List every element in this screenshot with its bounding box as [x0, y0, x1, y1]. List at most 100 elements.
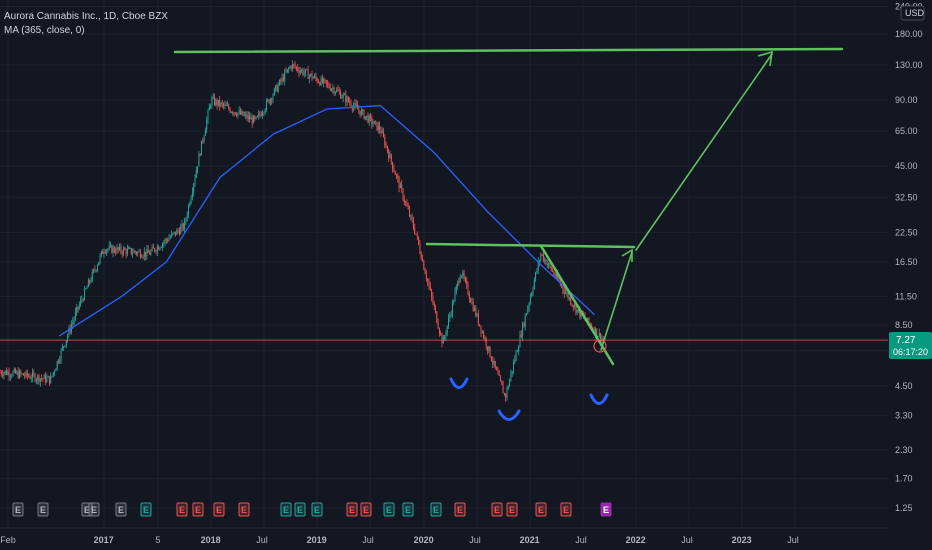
earnings-marker[interactable]: E	[346, 502, 358, 517]
earnings-marker[interactable]: E	[360, 502, 372, 517]
candle-body	[50, 376, 52, 384]
earnings-marker-label: E	[349, 505, 355, 515]
smile-left[interactable]	[449, 377, 469, 389]
candle-body	[373, 121, 375, 124]
candle-body	[464, 278, 466, 281]
candle-body	[258, 113, 260, 116]
candle-body	[228, 105, 230, 109]
currency-label[interactable]: USD	[900, 5, 925, 21]
candle-body	[225, 104, 227, 106]
time-axis[interactable]: Feb 2017 5 2018 Jul 2019 Jul 2020 Jul 2021 Jul 2022…	[0, 535, 799, 545]
indicator-legend[interactable]: MA (365, close, 0)	[4, 25, 85, 36]
candle-body	[533, 280, 535, 289]
candle-body	[319, 82, 321, 86]
candle-body	[467, 284, 469, 295]
earnings-marker[interactable]: E	[88, 502, 100, 517]
earnings-marker-label: E	[563, 505, 569, 515]
earnings-marker-box	[491, 502, 503, 517]
candle-body	[46, 377, 48, 382]
smile-right[interactable]	[589, 393, 609, 405]
earnings-marker-box	[192, 502, 204, 517]
candle-body	[13, 369, 15, 372]
earnings-marker[interactable]: E	[12, 502, 24, 517]
candle-body	[280, 80, 282, 82]
candle-body	[17, 371, 19, 378]
price-tick-label: 8.50	[895, 320, 913, 330]
candle-body	[301, 69, 303, 71]
candle-body	[494, 361, 496, 368]
resistance-line-top[interactable]	[173, 47, 844, 54]
earnings-marker[interactable]: E	[37, 502, 49, 517]
earnings-marker-label: E	[538, 505, 544, 515]
candle-body	[433, 303, 435, 307]
candle-body	[549, 263, 551, 267]
candle-body	[375, 121, 377, 123]
earnings-marker[interactable]: E	[402, 502, 414, 517]
currency-text: USD	[905, 8, 925, 18]
earnings-marker[interactable]: E	[311, 502, 323, 517]
earnings-marker[interactable]: E	[238, 502, 250, 517]
candle-body	[208, 106, 210, 111]
earnings-marker[interactable]: E	[280, 502, 292, 517]
candle-body	[178, 230, 180, 234]
current-price-circle[interactable]	[593, 339, 607, 353]
candle-body	[368, 115, 370, 123]
projection-arrow-2[interactable]	[635, 53, 773, 251]
earnings-marker[interactable]: E	[176, 502, 188, 517]
candle-body	[128, 248, 130, 249]
candle-body	[490, 356, 492, 361]
candle-body	[91, 271, 93, 281]
earnings-marker[interactable]: E	[115, 502, 127, 517]
earnings-marker[interactable]: E	[506, 502, 518, 517]
earnings-marker[interactable]: E	[294, 502, 306, 517]
candle-body	[298, 70, 300, 73]
earnings-marker[interactable]: E	[600, 502, 612, 517]
candle-body	[145, 251, 147, 257]
earnings-marker[interactable]: E	[560, 502, 572, 517]
last-price-badge[interactable]: 7.27 06:17:20	[889, 332, 932, 359]
candle-body	[42, 378, 44, 380]
time-axis-panel[interactable]	[0, 528, 888, 550]
earnings-marker[interactable]: E	[454, 502, 466, 517]
earnings-marker[interactable]: E	[535, 502, 547, 517]
candle-body	[268, 99, 270, 104]
candle-body	[254, 116, 256, 119]
candle-body	[72, 321, 74, 325]
earnings-marker[interactable]: E	[213, 502, 225, 517]
smile-head[interactable]	[497, 409, 521, 421]
earnings-marker[interactable]: E	[383, 502, 395, 517]
candle-body	[438, 328, 440, 333]
candle-body	[35, 379, 37, 382]
arrowhead-2	[757, 50, 773, 67]
drawings[interactable]	[173, 47, 844, 421]
earnings-marker-box	[402, 502, 414, 517]
earnings-marker[interactable]: E	[140, 502, 152, 517]
price-axis-panel[interactable]	[888, 0, 932, 550]
downtrend-line[interactable]	[539, 244, 615, 366]
earnings-marker[interactable]: E	[192, 502, 204, 517]
candle-body	[175, 231, 176, 235]
candle-body	[147, 249, 149, 253]
candle-body	[553, 271, 555, 275]
earnings-marker[interactable]: E	[430, 502, 442, 517]
candle-body	[199, 154, 201, 156]
candle-body	[329, 87, 331, 91]
neckline[interactable]	[425, 242, 636, 249]
symbol-title[interactable]: Aurora Cannabis Inc., 1D, Cboe BZX	[4, 11, 168, 22]
candle-body	[435, 306, 436, 312]
price-tick-label: 90.00	[895, 95, 918, 105]
candle-body	[108, 245, 110, 249]
candle-body	[215, 99, 217, 105]
earnings-marker[interactable]: E	[491, 502, 503, 517]
earnings-marker-label: E	[297, 505, 303, 515]
projection-arrow-1[interactable]	[600, 251, 633, 351]
time-tick-label: 2021	[520, 535, 540, 545]
earnings-marker-box	[176, 502, 188, 517]
candle-body	[55, 368, 57, 372]
candle-body	[320, 77, 322, 86]
candle-body	[446, 326, 448, 334]
candle-body	[12, 371, 14, 376]
